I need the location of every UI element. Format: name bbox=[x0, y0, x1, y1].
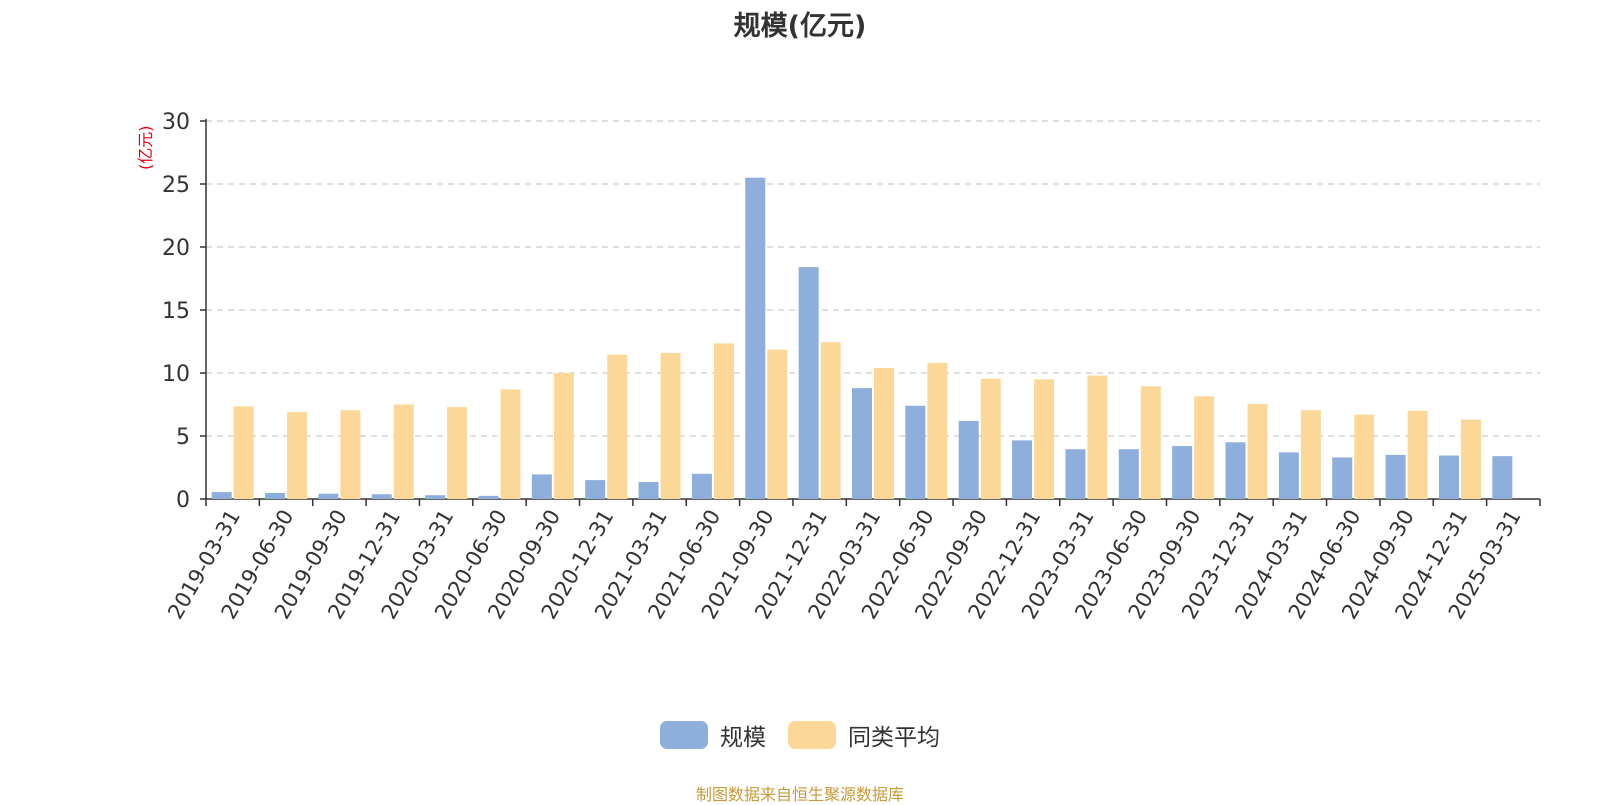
bar-scale bbox=[1172, 446, 1193, 499]
bar-scale bbox=[1278, 452, 1299, 499]
bar-scale bbox=[425, 495, 446, 499]
y-tick-label: 15 bbox=[162, 299, 190, 324]
bar-scale bbox=[371, 494, 392, 499]
bar-peer-average bbox=[553, 373, 574, 499]
bar-scale bbox=[531, 474, 552, 499]
bar-peer-average bbox=[340, 410, 361, 499]
legend: 规模 同类平均 bbox=[0, 718, 1600, 752]
chart-title: 规模(亿元) bbox=[733, 11, 867, 42]
bar-peer-average bbox=[393, 404, 414, 499]
bar-peer-average bbox=[1407, 410, 1428, 499]
bar-peer-average bbox=[660, 352, 681, 499]
legend-swatch-scale bbox=[660, 721, 708, 749]
bar-scale bbox=[691, 473, 712, 499]
bar-peer-average bbox=[233, 406, 254, 499]
bar-scale bbox=[1332, 457, 1353, 499]
bar-scale bbox=[852, 388, 872, 499]
bar-scale bbox=[1012, 440, 1033, 499]
legend-swatch-peer-average bbox=[788, 721, 836, 749]
y-tick-label: 10 bbox=[162, 362, 190, 387]
bar-peer-average bbox=[447, 407, 468, 499]
bar-peer-average bbox=[713, 343, 734, 499]
bar-scale bbox=[638, 481, 659, 499]
bar-peer-average bbox=[1460, 419, 1481, 499]
legend-label-peer-average: 同类平均 bbox=[848, 725, 940, 751]
y-tick-label: 20 bbox=[162, 236, 190, 261]
bar-scale bbox=[958, 420, 979, 499]
bar-peer-average bbox=[1354, 414, 1375, 499]
legend-item-scale[interactable]: 规模 bbox=[660, 718, 766, 752]
y-tick-label: 25 bbox=[162, 173, 190, 198]
bar-peer-average bbox=[287, 412, 308, 499]
bar-peer-average bbox=[607, 354, 628, 499]
bar-scale bbox=[585, 480, 606, 499]
bar-scale bbox=[478, 495, 499, 499]
bar-scale bbox=[745, 177, 766, 499]
bar-peer-average bbox=[767, 349, 788, 499]
bar-scale bbox=[1065, 449, 1086, 499]
data-source-note: 制图数据来自恒生聚源数据库 bbox=[695, 785, 904, 804]
bar-scale bbox=[211, 492, 232, 499]
bar-scale bbox=[905, 405, 926, 499]
bar-scale bbox=[265, 492, 286, 499]
bar-peer-average bbox=[1194, 396, 1215, 499]
y-tick-label: 5 bbox=[176, 425, 190, 450]
bar-peer-average bbox=[1300, 410, 1321, 499]
bar-peer-average bbox=[927, 362, 948, 499]
bar-scale bbox=[1118, 449, 1139, 499]
bar-peer-average bbox=[1087, 375, 1108, 499]
bar-peer-average bbox=[820, 342, 841, 499]
y-tick-label: 30 bbox=[162, 110, 190, 135]
bar-scale bbox=[1438, 455, 1459, 499]
legend-label-scale: 规模 bbox=[720, 725, 766, 751]
bar-peer-average bbox=[1140, 386, 1161, 499]
bar-scale bbox=[1385, 454, 1406, 499]
bar-scale bbox=[1225, 442, 1246, 499]
legend-item-peer-average[interactable]: 同类平均 bbox=[788, 718, 940, 752]
bar-scale bbox=[1492, 456, 1513, 499]
bar-peer-average bbox=[980, 378, 1001, 499]
y-tick-label: 0 bbox=[176, 488, 190, 513]
bar-peer-average bbox=[1247, 403, 1268, 499]
bar-scale bbox=[798, 267, 819, 499]
bar-peer-average bbox=[500, 389, 521, 499]
bar-peer-average bbox=[874, 367, 894, 499]
bar-peer-average bbox=[1034, 379, 1055, 499]
bar-scale bbox=[318, 493, 339, 499]
